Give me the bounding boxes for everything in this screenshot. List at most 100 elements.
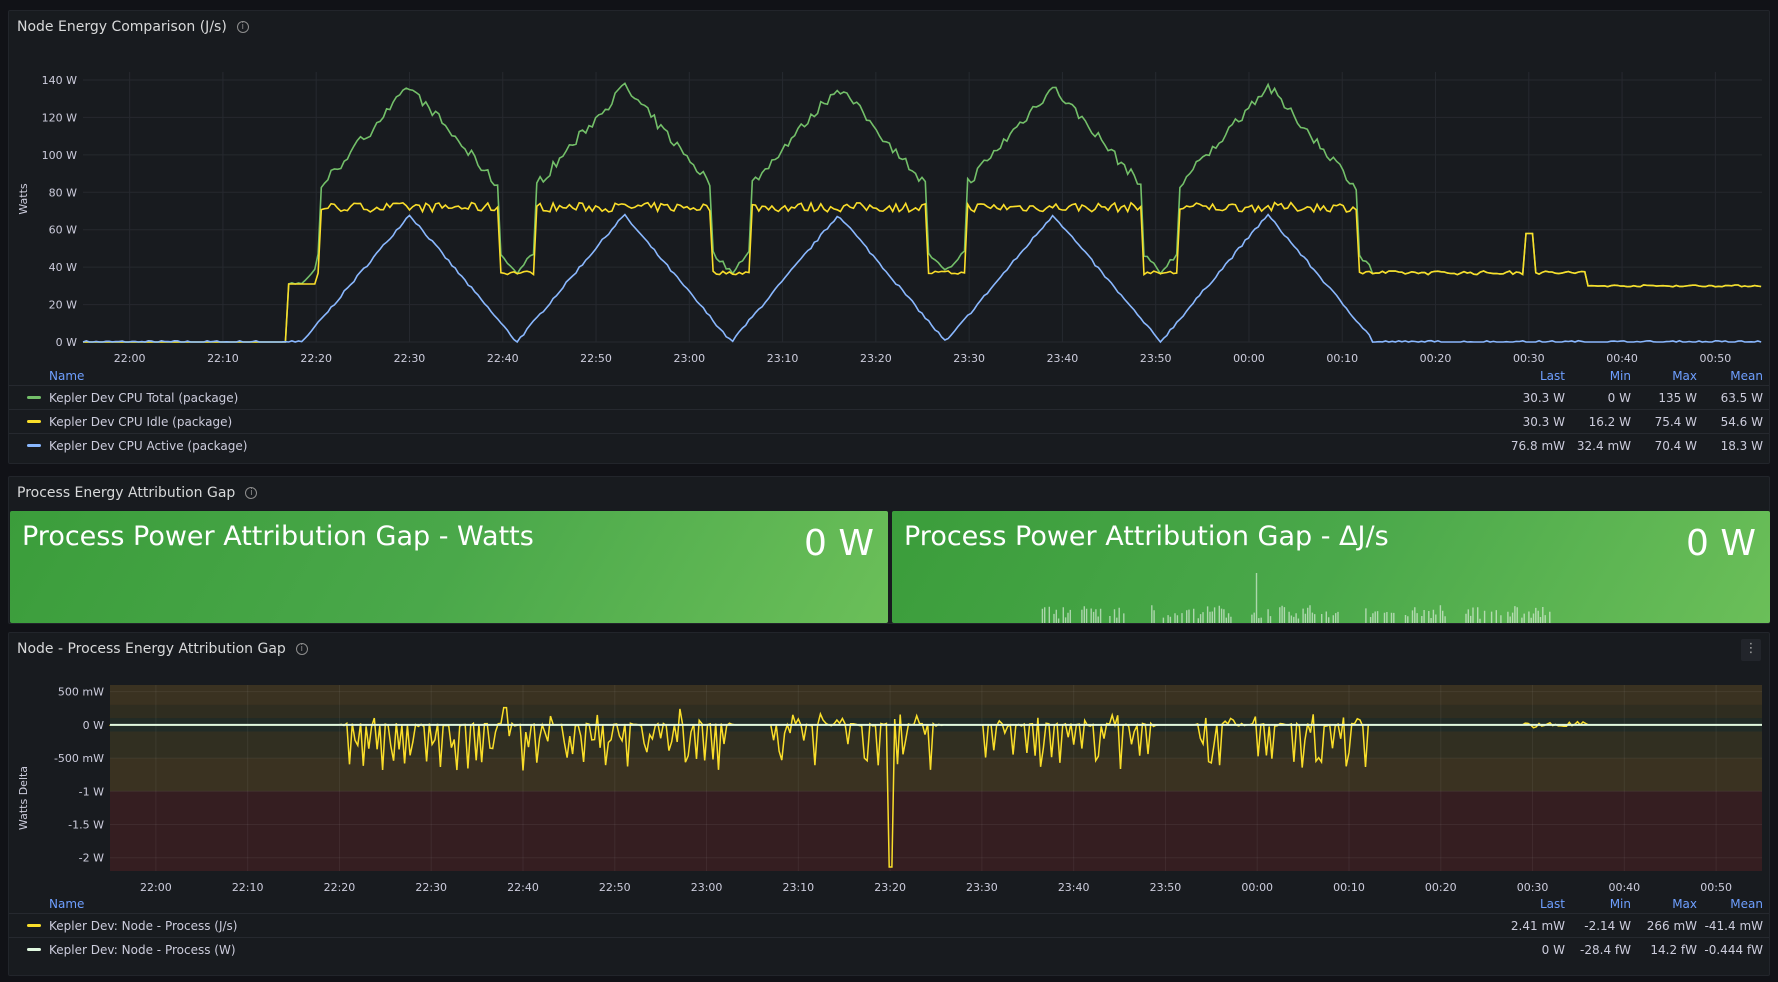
legend-header-last[interactable]: Last: [1540, 369, 1565, 383]
legend-series-name[interactable]: Kepler Dev CPU Active (package): [49, 438, 248, 453]
legend-header-name[interactable]: Name: [49, 369, 85, 383]
legend-header-max[interactable]: Max: [1672, 897, 1697, 911]
legend-last: 30.3 W: [1522, 390, 1565, 405]
legend-header: Name Last Min Max Mean: [9, 895, 1769, 913]
x-tick-label: 23:40: [1047, 352, 1079, 365]
legend-header-name[interactable]: Name: [49, 897, 85, 911]
sparkline-bars: [1041, 573, 1551, 623]
legend-mean: 63.5 W: [1720, 390, 1763, 405]
legend-row[interactable]: Kepler Dev CPU Active (package) 76.8 mW …: [9, 433, 1769, 457]
legend-max: 266 mW: [1646, 918, 1697, 933]
stat-watts-value: 0 W: [804, 523, 874, 564]
legend-min: -28.4 fW: [1580, 942, 1631, 957]
x-tick-label: 00:00: [1241, 881, 1273, 894]
attribution-title-text: Process Energy Attribution Gap: [17, 485, 236, 501]
y-tick-label: 40 W: [49, 261, 77, 274]
x-tick-label: 22:10: [207, 352, 239, 365]
x-tick-label: 00:20: [1420, 352, 1452, 365]
series-color-swatch: [27, 444, 41, 447]
legend-header-last[interactable]: Last: [1540, 897, 1565, 911]
energy-panel: Node Energy Comparison (J/s) i 0 W 20 W 40…: [8, 10, 1770, 464]
y-axis-label: Watts Delta: [17, 766, 30, 830]
legend-row[interactable]: Kepler Dev: Node - Process (J/s) 2.41 mW…: [9, 913, 1769, 937]
stat-delta-title: Process Power Attribution Gap - ΔJ/s: [904, 521, 1389, 552]
x-tick-label: 22:30: [394, 352, 426, 365]
info-icon[interactable]: i: [245, 487, 258, 499]
sparkline: [1041, 573, 1551, 623]
series-line-cpu-active: [82, 213, 1762, 344]
legend-header-mean[interactable]: Mean: [1730, 897, 1763, 911]
series-line-cpu-total: [83, 82, 1762, 343]
legend-row[interactable]: Kepler Dev CPU Idle (package) 30.3 W 16.…: [9, 409, 1769, 433]
x-tick-label: 22:50: [599, 881, 631, 894]
series-line-cpu-idle: [83, 200, 1762, 343]
x-tick-label: 22:20: [300, 352, 332, 365]
stat-delta-value: 0 W: [1686, 523, 1756, 564]
x-tick-label: 23:30: [953, 352, 985, 365]
stat-watts-title: Process Power Attribution Gap - Watts: [22, 521, 534, 552]
gap-chart[interactable]: -2 W -1.5 W -1 W -500 mW 0 W 500 mW 22:00 22:10…: [9, 633, 1771, 901]
y-tick-label: 0 W: [83, 719, 104, 732]
panel-menu-icon[interactable]: ⋮: [1741, 639, 1761, 661]
legend-min: -2.14 W: [1584, 918, 1631, 933]
series-color-swatch: [27, 924, 41, 927]
x-tick-label: 00:50: [1700, 881, 1732, 894]
energy-chart[interactable]: 0 W 20 W 40 W 60 W 80 W 100 W 120 W 140 W 22:00 2…: [9, 11, 1771, 371]
legend-series-name[interactable]: Kepler Dev: Node - Process (W): [49, 942, 236, 957]
series-color-swatch: [27, 420, 41, 423]
x-tick-label: 00:50: [1700, 352, 1732, 365]
legend-max: 14.2 fW: [1650, 942, 1697, 957]
y-tick-label: 500 mW: [58, 686, 104, 699]
gap-panel: Node - Process Energy Attribution Gap i …: [8, 632, 1770, 976]
legend-mean: 18.3 W: [1720, 438, 1763, 453]
y-tick-label: 140 W: [42, 74, 77, 87]
energy-panel-title: Node Energy Comparison (J/s) i: [17, 19, 249, 35]
legend-series-name[interactable]: Kepler Dev CPU Total (package): [49, 390, 239, 405]
legend-last: 0 W: [1541, 942, 1565, 957]
legend-min: 16.2 W: [1588, 414, 1631, 429]
energy-legend: Name Last Min Max Mean Kepler Dev CPU To…: [9, 367, 1769, 457]
info-icon[interactable]: i: [236, 21, 249, 33]
x-tick-label: 23:10: [767, 352, 799, 365]
legend-max: 135 W: [1658, 390, 1697, 405]
x-tick-label: 23:00: [691, 881, 723, 894]
legend-header-mean[interactable]: Mean: [1730, 369, 1763, 383]
legend-mean: 54.6 W: [1720, 414, 1763, 429]
legend-min: 32.4 mW: [1576, 438, 1631, 453]
x-tick-label: 22:50: [580, 352, 612, 365]
legend-header-min[interactable]: Min: [1609, 369, 1631, 383]
x-tick-label: 00:30: [1513, 352, 1545, 365]
legend-series-name[interactable]: Kepler Dev: Node - Process (J/s): [49, 918, 238, 933]
y-axis-label: Watts: [17, 183, 30, 215]
legend-header-max[interactable]: Max: [1672, 369, 1697, 383]
x-tick-label: 00:40: [1606, 352, 1638, 365]
y-tick-label: 0 W: [56, 336, 77, 349]
y-tick-label: -1 W: [79, 785, 104, 798]
x-tick-label: 00:40: [1608, 881, 1640, 894]
attribution-panel-title: Process Energy Attribution Gap i: [17, 485, 258, 501]
threshold-band-critical: [110, 791, 1762, 871]
stat-watts[interactable]: Process Power Attribution Gap - Watts 0 …: [10, 511, 888, 623]
x-tick-label: 23:30: [966, 881, 998, 894]
x-tick-label: 23:20: [874, 881, 906, 894]
series-color-swatch: [27, 396, 41, 399]
x-tick-label: 23:50: [1150, 881, 1182, 894]
legend-row[interactable]: Kepler Dev: Node - Process (W) 0 W -28.4…: [9, 937, 1769, 961]
x-tick-label: 00:30: [1517, 881, 1549, 894]
y-tick-label: 100 W: [42, 149, 77, 162]
threshold-band-low: [110, 704, 1762, 719]
x-tick-label: 00:10: [1326, 352, 1358, 365]
x-tick-label: 23:10: [782, 881, 814, 894]
legend-row[interactable]: Kepler Dev CPU Total (package) 30.3 W 0 …: [9, 385, 1769, 409]
attribution-panel: Process Energy Attribution Gap i Process…: [8, 476, 1770, 624]
stat-delta[interactable]: Process Power Attribution Gap - ΔJ/s 0 W: [892, 511, 1770, 623]
x-tick-label: 22:20: [324, 881, 356, 894]
x-tick-label: 23:00: [673, 352, 705, 365]
y-tick-label: 60 W: [49, 224, 77, 237]
info-icon[interactable]: i: [295, 643, 308, 655]
legend-max: 70.4 W: [1654, 438, 1697, 453]
legend-last: 76.8 mW: [1510, 438, 1565, 453]
legend-series-name[interactable]: Kepler Dev CPU Idle (package): [49, 414, 233, 429]
legend-header-min[interactable]: Min: [1609, 897, 1631, 911]
x-tick-label: 23:20: [860, 352, 892, 365]
